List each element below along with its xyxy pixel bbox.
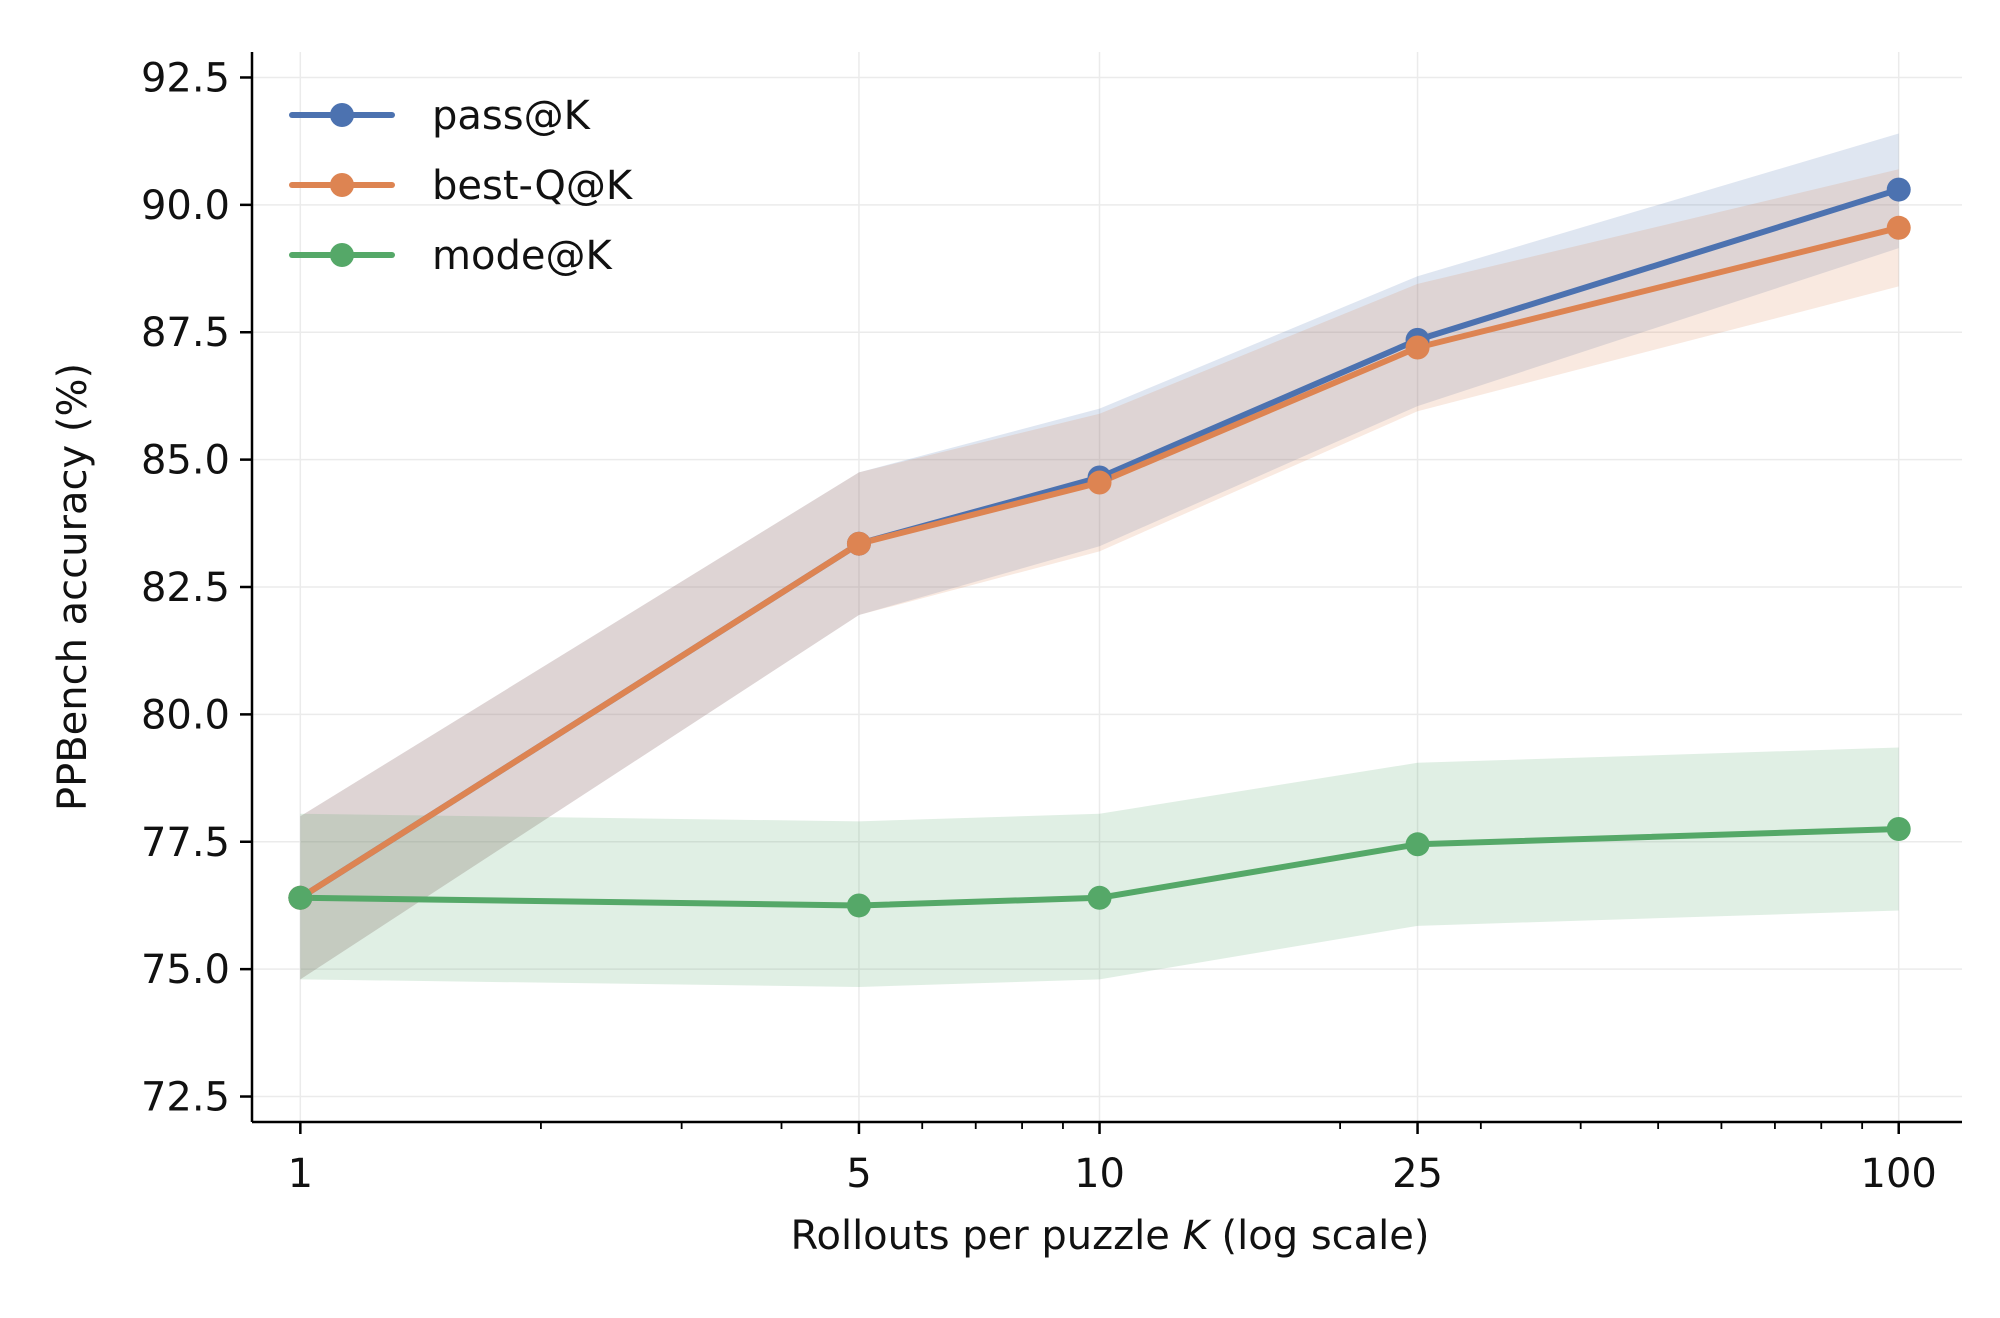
point-series-2 xyxy=(288,885,313,910)
legend-entry-2: mode@K xyxy=(289,233,613,279)
legend-label: pass@K xyxy=(432,93,592,139)
y-axis-title: PPBench accuracy (%) xyxy=(50,363,96,811)
point-series-1 xyxy=(1087,470,1112,495)
y-tick-label: 90.0 xyxy=(141,183,230,229)
x-tick-label: 100 xyxy=(1861,1151,1937,1197)
legend-swatch-marker xyxy=(330,173,354,197)
y-tick-label: 85.0 xyxy=(141,438,230,484)
y-tick-label: 77.5 xyxy=(141,820,230,866)
x-tick-label: 10 xyxy=(1074,1151,1125,1197)
x-axis-title: Rollouts per puzzle K (log scale) xyxy=(790,1213,1429,1259)
band-series-2 xyxy=(300,747,1899,987)
point-series-2 xyxy=(1087,885,1112,910)
axes: 72.5 75.0 77.5 80.0 82.5 85.0 87.5 90.0 92.5 1 5 10… xyxy=(50,52,1962,1259)
y-tick-label: 80.0 xyxy=(141,692,230,738)
y-tick-label: 72.5 xyxy=(141,1075,230,1121)
band-series-1 xyxy=(300,169,1899,980)
point-series-1 xyxy=(1405,335,1430,360)
grid xyxy=(252,52,1962,1122)
y-tick-label: 87.5 xyxy=(141,310,230,356)
x-tick-label: 5 xyxy=(846,1151,871,1197)
legend-entry-0: pass@K xyxy=(289,93,592,139)
y-tick-label: 92.5 xyxy=(141,55,230,101)
legend: pass@K best-Q@K mode@K xyxy=(289,93,634,279)
point-series-2 xyxy=(1886,817,1911,842)
x-tick-label: 1 xyxy=(288,1151,313,1197)
legend-swatch-marker xyxy=(330,243,354,267)
legend-label: mode@K xyxy=(432,233,613,279)
point-series-0 xyxy=(1886,177,1911,202)
y-tick-label: 75.0 xyxy=(141,947,230,993)
y-tick-label: 82.5 xyxy=(141,565,230,611)
point-series-1 xyxy=(846,531,871,556)
legend-label: best-Q@K xyxy=(432,163,634,209)
legend-swatch-marker xyxy=(330,103,354,127)
confidence-bands xyxy=(300,133,1899,987)
band-series-0 xyxy=(300,133,1899,980)
point-series-2 xyxy=(846,893,871,918)
point-series-1 xyxy=(1886,215,1911,240)
point-series-2 xyxy=(1405,832,1430,857)
legend-entry-1: best-Q@K xyxy=(289,163,634,209)
x-tick-label: 25 xyxy=(1392,1151,1443,1197)
series-points xyxy=(288,177,1911,918)
